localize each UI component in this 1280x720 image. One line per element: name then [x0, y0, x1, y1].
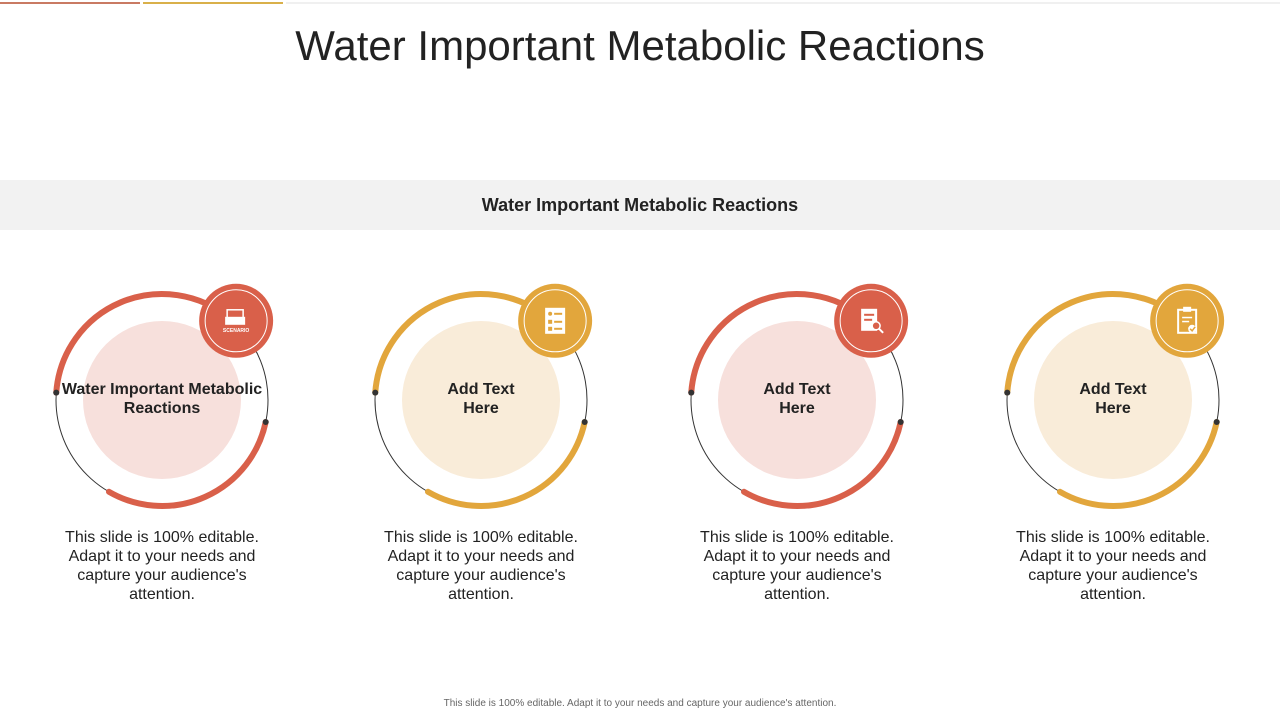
arc-dot	[53, 389, 60, 396]
top-arc	[53, 291, 234, 396]
ring-graphic	[372, 283, 593, 509]
card-3: Add Text Here This slide is 100% editabl…	[667, 280, 927, 640]
section-band: Water Important Metabolic Reactions	[0, 180, 1280, 230]
accent-bar-red	[0, 2, 140, 4]
card-label: Water Important Metabolic Reactions	[61, 381, 263, 417]
bottom-arc	[106, 419, 269, 509]
svg-text:SCENARIO: SCENARIO	[223, 328, 250, 334]
arc-dot	[1004, 389, 1011, 396]
band-title: Water Important Metabolic Reactions	[481, 194, 799, 215]
clipboard-check-icon	[1150, 283, 1225, 358]
card-1: SCENARIO Water Important Metabolic React…	[32, 280, 292, 640]
arc-dot	[581, 419, 588, 426]
inner-circle	[402, 321, 560, 479]
accent-bar-orange	[143, 2, 283, 4]
card-description: This slide is 100% editable. Adapt it to…	[65, 529, 259, 603]
checklist-icon	[518, 283, 593, 358]
card-4: Add Text Here This slide is 100% editabl…	[983, 280, 1243, 640]
card-description: This slide is 100% editable. Adapt it to…	[384, 529, 578, 603]
inner-circle	[718, 321, 876, 479]
card-description: This slide is 100% editable. Adapt it to…	[1016, 529, 1210, 603]
arc-dot	[262, 419, 269, 426]
document-search-icon	[834, 283, 909, 358]
arc-dot	[897, 419, 904, 426]
arc-dot	[1213, 419, 1220, 426]
inner-circle	[83, 321, 241, 479]
card-label: Add Text Here	[1079, 381, 1147, 417]
accent-bar-gray	[286, 2, 1280, 4]
page-title: Water Important Metabolic Reactions	[295, 22, 985, 69]
card-description: This slide is 100% editable. Adapt it to…	[700, 529, 894, 603]
card-label: Add Text Here	[763, 381, 831, 417]
arc-dot	[372, 389, 379, 396]
card-label: Add Text Here	[447, 381, 515, 417]
bottom-arc	[741, 419, 904, 509]
inner-circle	[1034, 321, 1192, 479]
bottom-arc	[1057, 419, 1220, 509]
top-arc	[372, 291, 553, 396]
ring-graphic	[688, 283, 909, 509]
arc-dot	[688, 389, 695, 396]
bottom-arc	[425, 419, 588, 509]
top-arc	[688, 291, 869, 396]
scenario-icon: SCENARIO	[199, 283, 274, 358]
top-arc	[1004, 291, 1185, 396]
ring-graphic: SCENARIO	[53, 283, 274, 509]
card-2: Add Text Here This slide is 100% editabl…	[351, 280, 611, 640]
ring-graphic	[1004, 283, 1225, 509]
footer-note: This slide is 100% editable. Adapt it to…	[443, 698, 837, 709]
